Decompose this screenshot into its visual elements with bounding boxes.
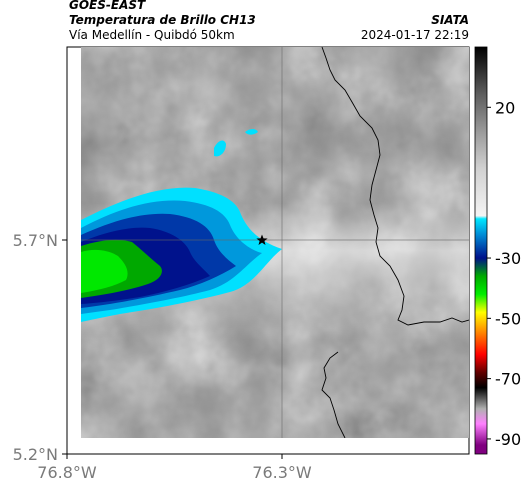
colorbar-tick-label: -30 [495, 249, 521, 268]
colorbar-tick-label: -70 [495, 370, 521, 389]
agency-label: SIATA [431, 13, 469, 27]
ytick-5.2: 5.2°N [13, 445, 58, 464]
ytick-5.7: 5.7°N [13, 231, 58, 250]
xtick-76.3: 76.3°W [252, 463, 312, 482]
colorbar-tick-label: -50 [495, 309, 521, 328]
site-star-marker [256, 234, 268, 245]
y-axis: 5.7°N 5.2°N [13, 231, 67, 464]
cold-cloud-region [81, 129, 282, 322]
product-title: Temperatura de Brillo CH13 [69, 13, 256, 27]
map-panel: 5.7°N 5.2°N 76.8°W 76.3°W [13, 46, 470, 482]
colorbar-gradient [474, 46, 488, 455]
x-axis: 76.8°W 76.3°W [37, 454, 312, 482]
datetime-label: 2024-01-17 22:19 [361, 28, 469, 42]
colorbar-tick-label: -90 [495, 430, 521, 449]
border-line [321, 351, 346, 438]
satellite-name: GOES-EAST [69, 0, 146, 12]
colorbar-ticks: 20 -30 -50 -70 -90 [487, 98, 521, 449]
region-subtitle: Vía Medellín - Quibdó 50km [69, 28, 235, 42]
brightness-temperature-field [81, 47, 469, 438]
colorbar: 20 -30 -50 -70 -90 [474, 46, 521, 455]
coastline [321, 47, 469, 326]
colorbar-tick-label: 20 [495, 98, 515, 117]
xtick-76.8: 76.8°W [37, 463, 97, 482]
